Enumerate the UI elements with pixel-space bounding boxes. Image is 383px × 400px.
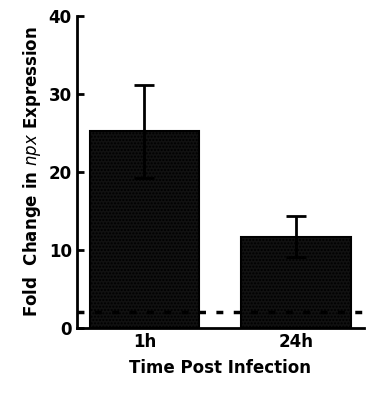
X-axis label: Time Post Infection: Time Post Infection [129,359,311,377]
Bar [90,132,199,328]
Y-axis label: Fold  Change in $\it{npx}$ Expression: Fold Change in $\it{npx}$ Expression [21,26,43,318]
Bar [241,237,351,328]
